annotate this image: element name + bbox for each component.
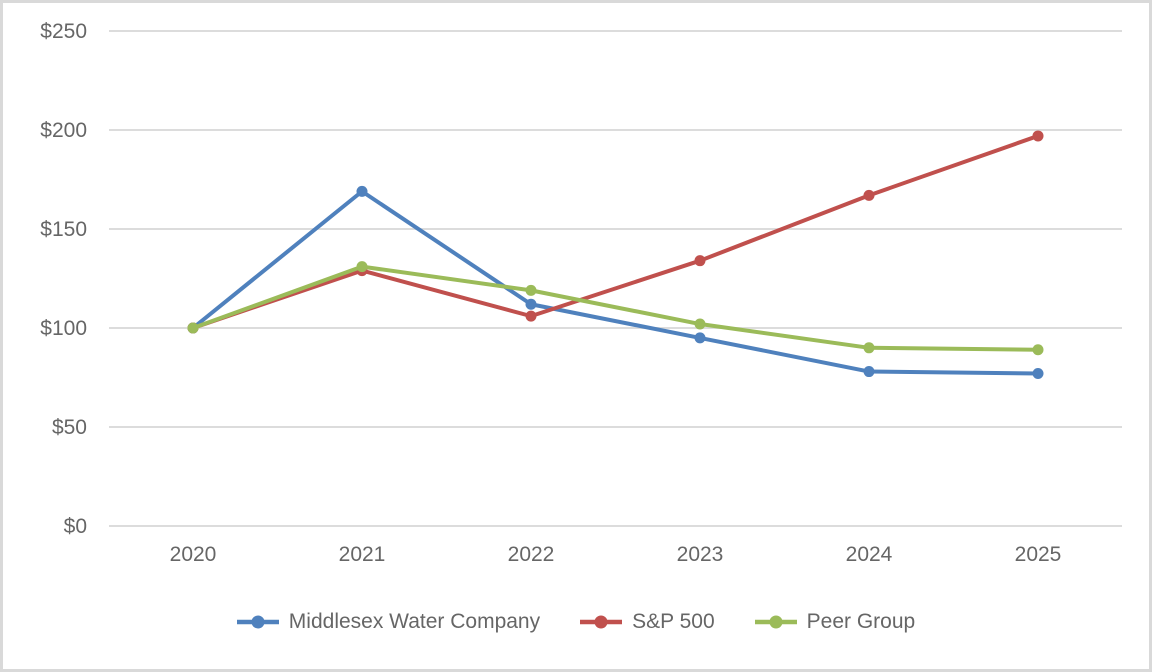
data-point-middlesex-water-company [525,298,537,310]
x-tick-label: 2021 [339,543,386,566]
data-point-middlesex-water-company [1032,368,1044,380]
y-tick-label: $0 [64,515,87,538]
legend-marker-icon [236,615,279,629]
y-tick-label: $200 [40,119,87,142]
legend-item-s-p-500: S&P 500 [580,610,715,634]
data-point-peer-group [187,322,199,334]
legend-marker-icon [754,615,797,629]
series-line-s-p-500 [191,133,1040,330]
legend-item-middlesex-water-company: Middlesex Water Company [236,610,541,634]
x-tick-label: 2022 [508,543,555,566]
y-tick-label: $150 [40,218,87,241]
data-point-peer-group [694,318,706,330]
data-point-s-p-500 [1032,130,1044,142]
legend-label: Middlesex Water Company [288,610,541,633]
data-point-s-p-500 [525,310,537,322]
series-line-middlesex-water-company [191,189,1040,376]
line-chart: $0 $50 $100 $150 $200 $250 2020 2021 2022 2023 202… [40,20,1122,566]
y-tick-label: $250 [40,20,87,43]
data-point-middlesex-water-company [356,185,368,197]
chart-legend: Middlesex Water Company S&P 500 Peer Group [3,607,1149,637]
x-tick-label: 2025 [1015,543,1062,566]
data-point-middlesex-water-company [863,366,875,378]
data-point-s-p-500 [863,189,875,201]
data-point-peer-group [863,342,875,354]
legend-marker-icon [580,615,623,629]
data-point-s-p-500 [694,255,706,267]
data-point-middlesex-water-company [694,332,706,344]
data-point-peer-group [1032,344,1044,356]
y-tick-label: $50 [52,416,87,439]
x-tick-label: 2024 [846,543,893,566]
x-tick-label: 2020 [170,543,217,566]
data-point-peer-group [356,261,368,273]
legend-label: Peer Group [806,610,916,633]
legend-item-peer-group: Peer Group [754,610,916,634]
y-tick-label: $100 [40,317,87,340]
series-line-peer-group [191,264,1040,352]
x-tick-label: 2023 [677,543,724,566]
data-point-peer-group [525,284,537,296]
legend-label: S&P 500 [632,610,715,633]
